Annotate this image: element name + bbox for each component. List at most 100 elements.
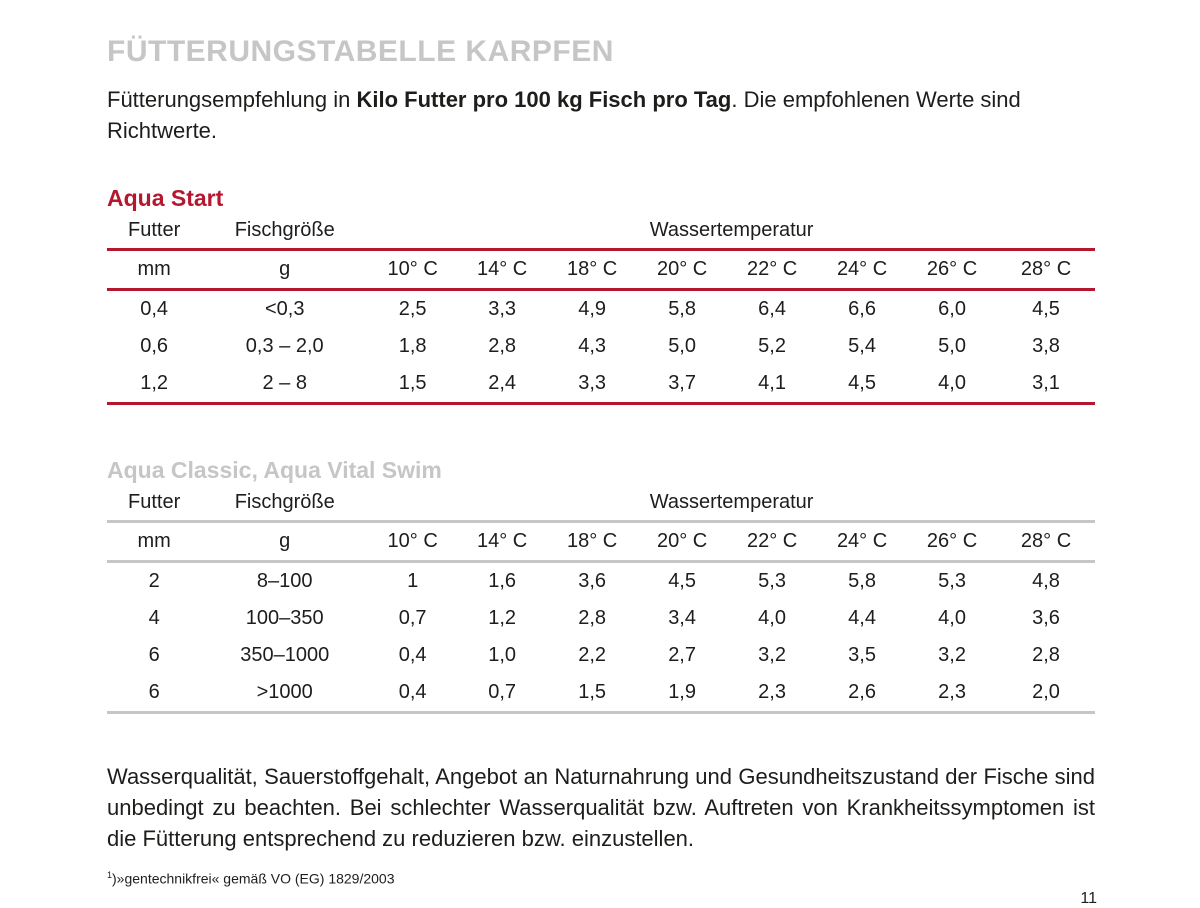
temperature-header: 14° C [457, 521, 548, 563]
cell-value: 1,8 [398, 335, 427, 357]
cell-futter: 0,4 [140, 298, 169, 320]
cell-value: 2,7 [668, 644, 696, 666]
column-header-fischgroesse: Fischgröße [201, 485, 369, 523]
cell-value: 3,6 [578, 570, 607, 592]
cell-value: 5,4 [848, 335, 876, 357]
cell-value: 4,3 [578, 335, 607, 357]
temperature-header: 10° C [368, 521, 458, 563]
cell-fischgroesse: <0,3 [264, 298, 305, 320]
intro-text-bold: Kilo Futter pro 100 kg Fisch pro Tag [356, 87, 732, 112]
table-row: 2 8–100 1 1,6 3,6 4,5 5,3 5,8 5,3 4,8 [107, 562, 1095, 601]
cell-value: 5,3 [938, 570, 966, 592]
cell-value: 2,8 [578, 607, 607, 629]
cell-value: 3,6 [1032, 607, 1060, 629]
cell-value: 1,6 [488, 570, 517, 592]
unit-row: mm g 10° C 14° C 18° C 20° C 22° C 24° C… [107, 249, 1095, 291]
cell-futter: 4 [148, 607, 160, 629]
cell-value: 4,1 [727, 365, 818, 405]
cell-value: 5,0 [938, 335, 966, 357]
cell-value: 1 [407, 570, 419, 592]
cell-value: 2,2 [578, 644, 607, 666]
cell-value: 3,4 [668, 607, 696, 629]
unit-fischgroesse: g [201, 249, 369, 291]
column-header-fischgroesse: Fischgröße [201, 213, 369, 251]
section-heading: Aqua Start [107, 185, 224, 211]
closing-paragraph: Wasserqualität, Sauerstoffgehalt, Angebo… [107, 764, 1095, 851]
cell-value: 2,3 [907, 674, 998, 714]
column-header-wassertemperatur: Wassertemperatur [368, 213, 1095, 251]
cell-futter: 2 [148, 570, 160, 592]
temperature-header: 18° C [547, 521, 638, 563]
cell-value: 3,3 [488, 298, 517, 320]
temperature-header: 20° C [637, 521, 728, 563]
cell-value: 5,8 [668, 298, 696, 320]
cell-futter: 1,2 [107, 365, 202, 405]
cell-fischgroesse: 0,3 – 2,0 [245, 335, 324, 357]
cell-value: 6,6 [848, 298, 876, 320]
column-header-futter: Futter [107, 213, 202, 251]
table-row: 6 >1000 0,4 0,7 1,5 1,9 2,3 2,6 2,3 2,0 [107, 674, 1095, 714]
temperature-header: 28° C [997, 249, 1095, 291]
cell-value: 2,3 [727, 674, 818, 714]
feeding-table-aqua-classic: Futter Fischgröße Wassertemperatur mm g … [107, 485, 1095, 714]
cell-value: 2,8 [1032, 644, 1060, 666]
cell-value: 2,5 [398, 298, 427, 320]
unit-futter: mm [107, 521, 202, 563]
cell-value: 3,5 [848, 644, 876, 666]
cell-fischgroesse: 8–100 [256, 570, 313, 592]
header-row: Futter Fischgröße Wassertemperatur [107, 213, 1095, 251]
page-title: FÜTTERUNGSTABELLE KARPFEN [107, 35, 614, 68]
cell-value: 4,5 [817, 365, 908, 405]
cell-value: 4,9 [578, 298, 607, 320]
cell-value: 1,5 [547, 674, 638, 714]
cell-value: 6,4 [758, 298, 786, 320]
temperature-header: 24° C [817, 249, 908, 291]
unit-futter: mm [107, 249, 202, 291]
footnote-text: )»gentechnikfrei« gemäß VO (EG) 1829/200… [112, 870, 395, 887]
temperature-header: 26° C [907, 521, 998, 563]
section-aqua-classic: Aqua Classic, Aqua Vital Swim Futter Fis… [107, 455, 1095, 714]
temperature-header: 22° C [727, 521, 818, 563]
footnote: 1)»gentechnikfrei« gemäß VO (EG) 1829/20… [107, 870, 1095, 887]
cell-value: 1,2 [488, 607, 517, 629]
cell-value: 4,8 [1032, 570, 1060, 592]
cell-value: 4,0 [758, 607, 786, 629]
intro-text-pre: Fütterungsempfehlung in [107, 87, 357, 112]
cell-value: 3,7 [637, 365, 728, 405]
table-row: 4 100–350 0,7 1,2 2,8 3,4 4,0 4,4 4,0 3,… [107, 600, 1095, 637]
table-row: 1,2 2 – 8 1,5 2,4 3,3 3,7 4,1 4,5 4,0 3,… [107, 365, 1095, 405]
page-number: 11 [1080, 890, 1097, 907]
cell-futter: 0,6 [140, 335, 169, 357]
cell-value: 5,3 [758, 570, 786, 592]
section-aqua-start: Aqua Start Futter Fischgröße Wassertempe… [107, 183, 1095, 405]
cell-value: 1,5 [368, 365, 458, 405]
cell-fischgroesse: 350–1000 [240, 644, 330, 666]
unit-row: mm g 10° C 14° C 18° C 20° C 22° C 24° C… [107, 521, 1095, 563]
temperature-header: 14° C [457, 249, 548, 291]
table-row: 6 350–1000 0,4 1,0 2,2 2,7 3,2 3,5 3,2 2… [107, 637, 1095, 674]
cell-value: 2,8 [488, 335, 517, 357]
cell-value: 4,5 [1032, 298, 1060, 320]
cell-value: 4,5 [668, 570, 696, 592]
unit-fischgroesse: g [201, 521, 369, 563]
footnote-marker: 1 [107, 870, 113, 880]
cell-value: 3,2 [938, 644, 966, 666]
cell-value: 0,7 [457, 674, 548, 714]
cell-value: 3,8 [1032, 335, 1060, 357]
intro-text-post: . Die empfohlenen Werte sind Richtwerte. [107, 87, 1021, 143]
cell-value: 1,9 [637, 674, 728, 714]
section-heading: Aqua Classic, Aqua Vital Swim [107, 457, 442, 483]
column-header-wassertemperatur: Wassertemperatur [368, 485, 1095, 523]
header-row: Futter Fischgröße Wassertemperatur [107, 485, 1095, 523]
temperature-header: 18° C [547, 249, 638, 291]
cell-value: 0,4 [398, 644, 427, 666]
cell-value: 3,1 [997, 365, 1095, 405]
temperature-header: 24° C [817, 521, 908, 563]
temperature-header: 20° C [637, 249, 728, 291]
cell-value: 2,0 [997, 674, 1095, 714]
intro-paragraph: Fütterungsempfehlung in Kilo Futter pro … [107, 84, 1095, 146]
document-page: FÜTTERUNGSTABELLE KARPFEN Fütterungsempf… [107, 30, 1095, 887]
table-row: 0,4 <0,3 2,5 3,3 4,9 5,8 6,4 6,6 6,0 4,5 [107, 290, 1095, 329]
cell-value: 0,7 [398, 607, 427, 629]
cell-value: 4,4 [848, 607, 876, 629]
